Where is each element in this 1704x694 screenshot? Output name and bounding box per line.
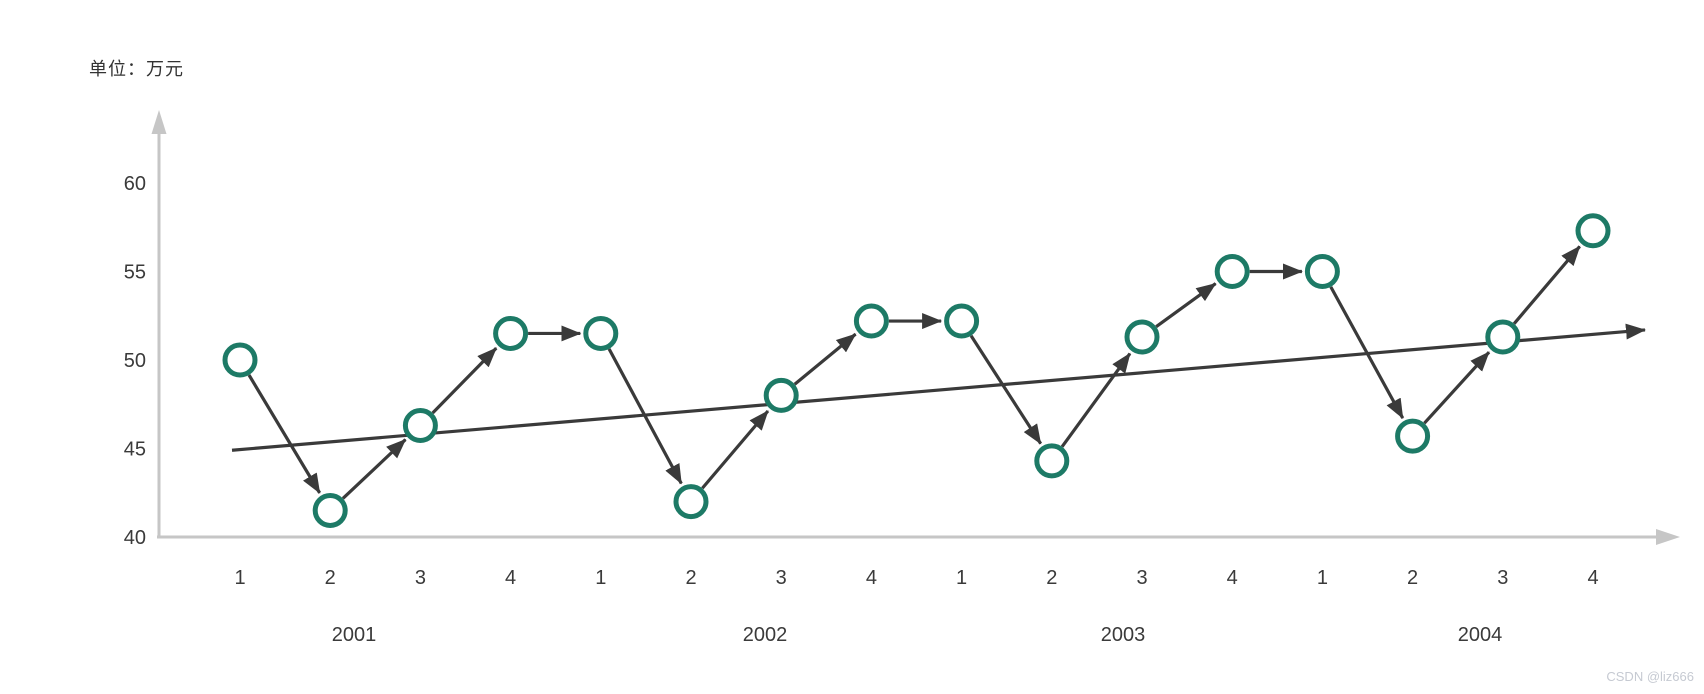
quarter-tick-label: 2 <box>685 567 696 589</box>
quarter-tick-label: 3 <box>415 567 426 589</box>
quarter-tick-label: 4 <box>1587 567 1598 589</box>
data-point-marker <box>402 407 438 443</box>
connector-arrow <box>1060 352 1132 448</box>
y-tick-label: 60 <box>124 173 146 195</box>
quarter-tick-label: 4 <box>1227 567 1238 589</box>
quarter-tick-label: 1 <box>234 567 245 589</box>
data-point-marker <box>673 484 709 520</box>
data-point-marker <box>944 303 980 339</box>
unit-label: 单位：万元 <box>89 59 184 79</box>
data-point-marker <box>763 377 799 413</box>
quarter-tick-label: 3 <box>1497 567 1508 589</box>
connector-arrow <box>607 348 683 485</box>
connector-arrow <box>1512 245 1581 325</box>
quarter-tick-label: 1 <box>1317 567 1328 589</box>
quarter-tick-label: 1 <box>956 567 967 589</box>
quarter-tick-label: 2 <box>1046 567 1057 589</box>
connector-arrow <box>969 334 1043 445</box>
quarter-tick-label: 3 <box>776 567 787 589</box>
year-label: 2002 <box>743 624 788 646</box>
x-axis-arrow-icon <box>1656 529 1680 545</box>
data-point-marker <box>1485 319 1521 355</box>
connector-arrow <box>1155 282 1217 329</box>
quarter-tick-label: 3 <box>1136 567 1147 589</box>
y-tick-label: 40 <box>124 527 146 549</box>
y-tick-label: 55 <box>124 262 146 284</box>
quarter-tick-label: 2 <box>325 567 336 589</box>
y-axis-arrow-icon <box>151 110 167 134</box>
data-point-marker <box>853 303 889 339</box>
y-tick-label: 50 <box>124 350 146 372</box>
data-point-marker <box>493 315 529 351</box>
connector-arrow <box>701 409 770 490</box>
data-point-marker <box>1575 213 1611 249</box>
quarter-tick-label: 2 <box>1407 567 1418 589</box>
y-tick-label: 45 <box>124 439 146 461</box>
connector-arrow <box>341 438 407 500</box>
data-point-marker <box>1395 418 1431 454</box>
data-point-marker <box>1304 254 1340 289</box>
quarter-tick-label: 4 <box>866 567 877 589</box>
connector-arrow <box>1423 351 1491 425</box>
connector-arrow <box>247 374 322 494</box>
connector-arrow <box>1329 286 1405 420</box>
trend-line <box>231 323 1646 452</box>
data-point-marker <box>583 315 619 351</box>
year-label: 2001 <box>332 624 377 646</box>
data-point-marker <box>1034 443 1070 479</box>
csdn-watermark: CSDN @liz666 <box>1606 669 1694 684</box>
year-label: 2003 <box>1101 624 1146 646</box>
data-point-marker <box>1124 319 1160 355</box>
connector-arrow <box>431 346 498 415</box>
data-point-marker <box>312 492 348 528</box>
quarter-tick-label: 1 <box>595 567 606 589</box>
quarter-tick-label: 4 <box>505 567 516 589</box>
data-point-marker <box>222 342 258 378</box>
data-point-marker <box>1214 254 1250 289</box>
connector-arrow <box>793 332 857 386</box>
year-label: 2004 <box>1458 624 1503 646</box>
